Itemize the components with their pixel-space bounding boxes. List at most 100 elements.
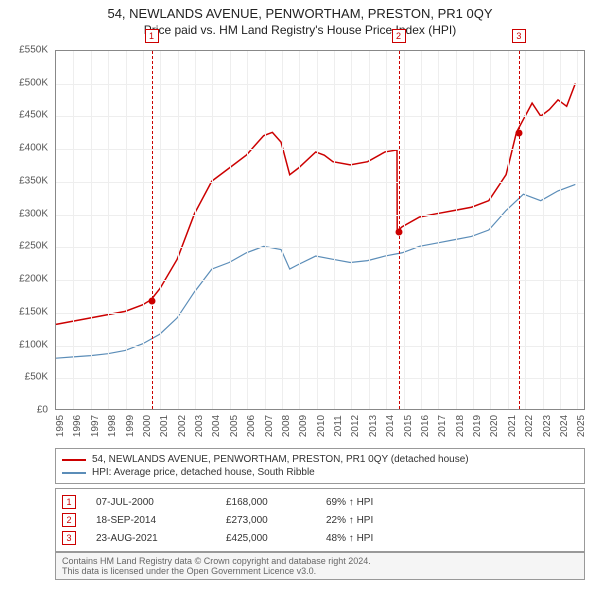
- x-tick-label: 1997: [90, 415, 101, 437]
- gridline-h: [56, 215, 584, 216]
- gridline-v: [543, 51, 544, 409]
- y-tick-label: £100K: [19, 339, 48, 350]
- y-tick-label: £400K: [19, 143, 48, 154]
- x-tick-label: 2019: [472, 415, 483, 437]
- x-tick-label: 2000: [142, 415, 153, 437]
- x-tick-label: 2017: [437, 415, 448, 437]
- gridline-v: [91, 51, 92, 409]
- gridline-v: [282, 51, 283, 409]
- gridline-v: [230, 51, 231, 409]
- event-price: £168,000: [226, 497, 326, 508]
- x-tick-label: 2001: [159, 415, 170, 437]
- y-tick-label: £50K: [25, 372, 48, 383]
- x-tick-label: 2020: [489, 415, 500, 437]
- gridline-v: [247, 51, 248, 409]
- event-hpi: 22% ↑ HPI: [326, 515, 406, 526]
- x-tick-label: 2006: [246, 415, 257, 437]
- x-tick-label: 2016: [420, 415, 431, 437]
- legend-row: HPI: Average price, detached house, Sout…: [62, 466, 578, 479]
- x-tick-label: 2008: [281, 415, 292, 437]
- line-series-svg: [56, 51, 584, 409]
- gridline-h: [56, 116, 584, 117]
- legend-label: 54, NEWLANDS AVENUE, PENWORTHAM, PRESTON…: [92, 454, 469, 465]
- event-line: [519, 51, 520, 409]
- event-marker: 2: [392, 29, 406, 43]
- y-tick-label: £300K: [19, 208, 48, 219]
- x-tick-label: 2015: [403, 415, 414, 437]
- x-tick-label: 2022: [524, 415, 535, 437]
- chart-subtitle: Price paid vs. HM Land Registry's House …: [0, 21, 600, 37]
- event-date: 07-JUL-2000: [96, 497, 226, 508]
- gridline-v: [577, 51, 578, 409]
- event-number: 3: [62, 531, 76, 545]
- gridline-v: [317, 51, 318, 409]
- event-row: 218-SEP-2014£273,00022% ↑ HPI: [62, 511, 578, 529]
- gridline-v: [490, 51, 491, 409]
- gridline-v: [438, 51, 439, 409]
- x-tick-label: 2025: [576, 415, 587, 437]
- event-hpi: 48% ↑ HPI: [326, 533, 406, 544]
- legend-swatch: [62, 472, 86, 474]
- gridline-h: [56, 378, 584, 379]
- plot-area: 123: [55, 50, 585, 410]
- gridline-v: [560, 51, 561, 409]
- event-row: 3 23-AUG-2021£425,00048% ↑ HPI: [62, 529, 578, 547]
- gridline-v: [299, 51, 300, 409]
- x-tick-label: 2023: [542, 415, 553, 437]
- gridline-v: [73, 51, 74, 409]
- x-tick-label: 1998: [107, 415, 118, 437]
- gridline-v: [404, 51, 405, 409]
- gridline-v: [265, 51, 266, 409]
- x-tick-label: 2018: [455, 415, 466, 437]
- x-tick-label: 2021: [507, 415, 518, 437]
- gridline-v: [351, 51, 352, 409]
- event-dot: [395, 229, 402, 236]
- chart-title: 54, NEWLANDS AVENUE, PENWORTHAM, PRESTON…: [0, 0, 600, 21]
- legend-row: 54, NEWLANDS AVENUE, PENWORTHAM, PRESTON…: [62, 453, 578, 466]
- y-tick-label: £250K: [19, 241, 48, 252]
- gridline-v: [178, 51, 179, 409]
- footer-attribution: Contains HM Land Registry data © Crown c…: [55, 552, 585, 580]
- gridline-v: [195, 51, 196, 409]
- event-date: 23-AUG-2021: [96, 533, 226, 544]
- x-tick-label: 2011: [333, 415, 344, 437]
- legend: 54, NEWLANDS AVENUE, PENWORTHAM, PRESTON…: [55, 448, 585, 484]
- event-price: £425,000: [226, 533, 326, 544]
- gridline-h: [56, 182, 584, 183]
- x-tick-label: 2014: [385, 415, 396, 437]
- y-tick-label: £0: [37, 405, 48, 416]
- x-tick-label: 2003: [194, 415, 205, 437]
- event-hpi: 69% ↑ HPI: [326, 497, 406, 508]
- x-tick-label: 2004: [211, 415, 222, 437]
- event-dot: [515, 129, 522, 136]
- x-axis: 1995199619971998199920002001200220032004…: [55, 410, 585, 444]
- gridline-v: [525, 51, 526, 409]
- event-price: £273,000: [226, 515, 326, 526]
- x-tick-label: 2005: [229, 415, 240, 437]
- chart-container: 54, NEWLANDS AVENUE, PENWORTHAM, PRESTON…: [0, 0, 600, 590]
- gridline-v: [334, 51, 335, 409]
- y-tick-label: £500K: [19, 77, 48, 88]
- x-tick-label: 2007: [264, 415, 275, 437]
- gridline-v: [473, 51, 474, 409]
- x-tick-label: 2012: [350, 415, 361, 437]
- gridline-v: [386, 51, 387, 409]
- footer-line-2: This data is licensed under the Open Gov…: [62, 566, 578, 576]
- event-dot: [148, 298, 155, 305]
- event-date: 18-SEP-2014: [96, 515, 226, 526]
- y-tick-label: £150K: [19, 306, 48, 317]
- gridline-h: [56, 247, 584, 248]
- x-tick-label: 1999: [125, 415, 136, 437]
- x-tick-label: 2024: [559, 415, 570, 437]
- y-tick-label: £450K: [19, 110, 48, 121]
- x-tick-label: 2009: [298, 415, 309, 437]
- gridline-v: [143, 51, 144, 409]
- events-table: 107-JUL-2000£168,00069% ↑ HPI218-SEP-201…: [55, 488, 585, 552]
- legend-label: HPI: Average price, detached house, Sout…: [92, 467, 315, 478]
- gridline-v: [212, 51, 213, 409]
- y-axis: £0£50K£100K£150K£200K£250K£300K£350K£400…: [0, 50, 52, 410]
- y-tick-label: £200K: [19, 274, 48, 285]
- gridline-v: [160, 51, 161, 409]
- gridline-v: [126, 51, 127, 409]
- x-tick-label: 2010: [316, 415, 327, 437]
